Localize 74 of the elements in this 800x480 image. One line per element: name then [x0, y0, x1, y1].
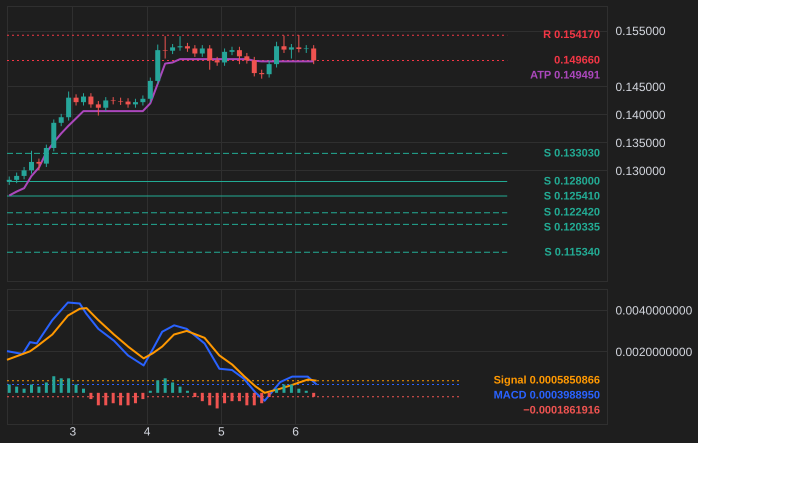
- text: ATP 0.149491: [530, 69, 600, 82]
- bar: [178, 386, 182, 393]
- y-tick-label: 0.140000: [616, 108, 666, 122]
- candlestick: [192, 44, 198, 58]
- candlestick: [274, 41, 280, 68]
- candlestick: [311, 44, 316, 65]
- y-tick-label: 0.0040000000: [616, 303, 693, 318]
- bar: [15, 386, 18, 393]
- candlestick: [66, 91, 72, 122]
- candlestick: [162, 36, 168, 60]
- candlestick: [148, 77, 153, 103]
- ref-line-label: S 0.128000: [544, 176, 600, 188]
- bar: [297, 388, 300, 393]
- ref-line-label: S 0.125410: [544, 190, 600, 203]
- candlestick: [244, 52, 250, 64]
- y-tick-label: 0.130000: [616, 164, 666, 178]
- bar: [30, 384, 34, 393]
- candlestick: [88, 92, 94, 108]
- x-tick-label: 5: [218, 424, 226, 438]
- candlestick: [170, 44, 176, 55]
- ref-line-label: S 0.120335: [544, 222, 600, 234]
- bar: [52, 376, 56, 393]
- candlestick: [103, 96, 108, 112]
- bar: [141, 392, 144, 400]
- candlestick: [207, 44, 212, 70]
- text: Signal 0.0005850866: [494, 374, 600, 387]
- candlestick: [140, 94, 146, 106]
- bar: [275, 388, 278, 393]
- ref-line-label: R 0.154170: [543, 29, 600, 42]
- bar: [290, 384, 293, 393]
- text: MACD 0.0003988950: [494, 390, 600, 402]
- candlestick: [236, 46, 242, 65]
- candlestick: [118, 97, 124, 106]
- candlestick: [178, 36, 183, 52]
- candlestick: [252, 56, 257, 77]
- y-tick-label: 0.135000: [616, 136, 666, 150]
- candlestick: [200, 44, 205, 58]
- candlestick: [96, 100, 101, 116]
- candlestick: [74, 94, 79, 106]
- x-tick-label: 3: [70, 424, 77, 438]
- candlestick: [222, 48, 228, 66]
- bar: [156, 380, 160, 393]
- bar: [164, 378, 167, 393]
- bar: [8, 384, 11, 393]
- x-tick-label: 4: [144, 424, 151, 438]
- candlestick: [126, 98, 131, 108]
- candlestick: [266, 60, 272, 78]
- ref-line-label: 0.149660: [554, 54, 600, 66]
- y-tick-label: 0.145000: [616, 80, 666, 94]
- candlestick: [110, 96, 116, 105]
- ref-line-label: −0.0001861916: [523, 404, 600, 417]
- ref-line-label: S 0.133030: [544, 147, 600, 160]
- y-tick-label: 0.155000: [616, 24, 666, 38]
- bar: [171, 382, 174, 393]
- bar: [37, 386, 40, 393]
- ref-line-label: S 0.122420: [544, 206, 600, 219]
- bar: [126, 392, 130, 406]
- bar: [96, 392, 100, 406]
- bar: [282, 384, 286, 393]
- bar: [74, 384, 78, 393]
- candlestick: [80, 92, 86, 106]
- bar: [22, 388, 26, 393]
- y-tick-label: 0.0020000000: [616, 344, 693, 359]
- x-tick-label: 6: [292, 424, 300, 438]
- bar: [82, 388, 85, 393]
- bar: [112, 392, 115, 404]
- bar: [44, 382, 48, 393]
- candlestick: [304, 44, 309, 54]
- candlestick: [281, 35, 286, 54]
- candlestick: [58, 113, 64, 127]
- bar: [60, 378, 63, 393]
- bar: [67, 378, 70, 393]
- bar: [200, 392, 204, 402]
- ref-line-label: S 0.115340: [544, 246, 600, 258]
